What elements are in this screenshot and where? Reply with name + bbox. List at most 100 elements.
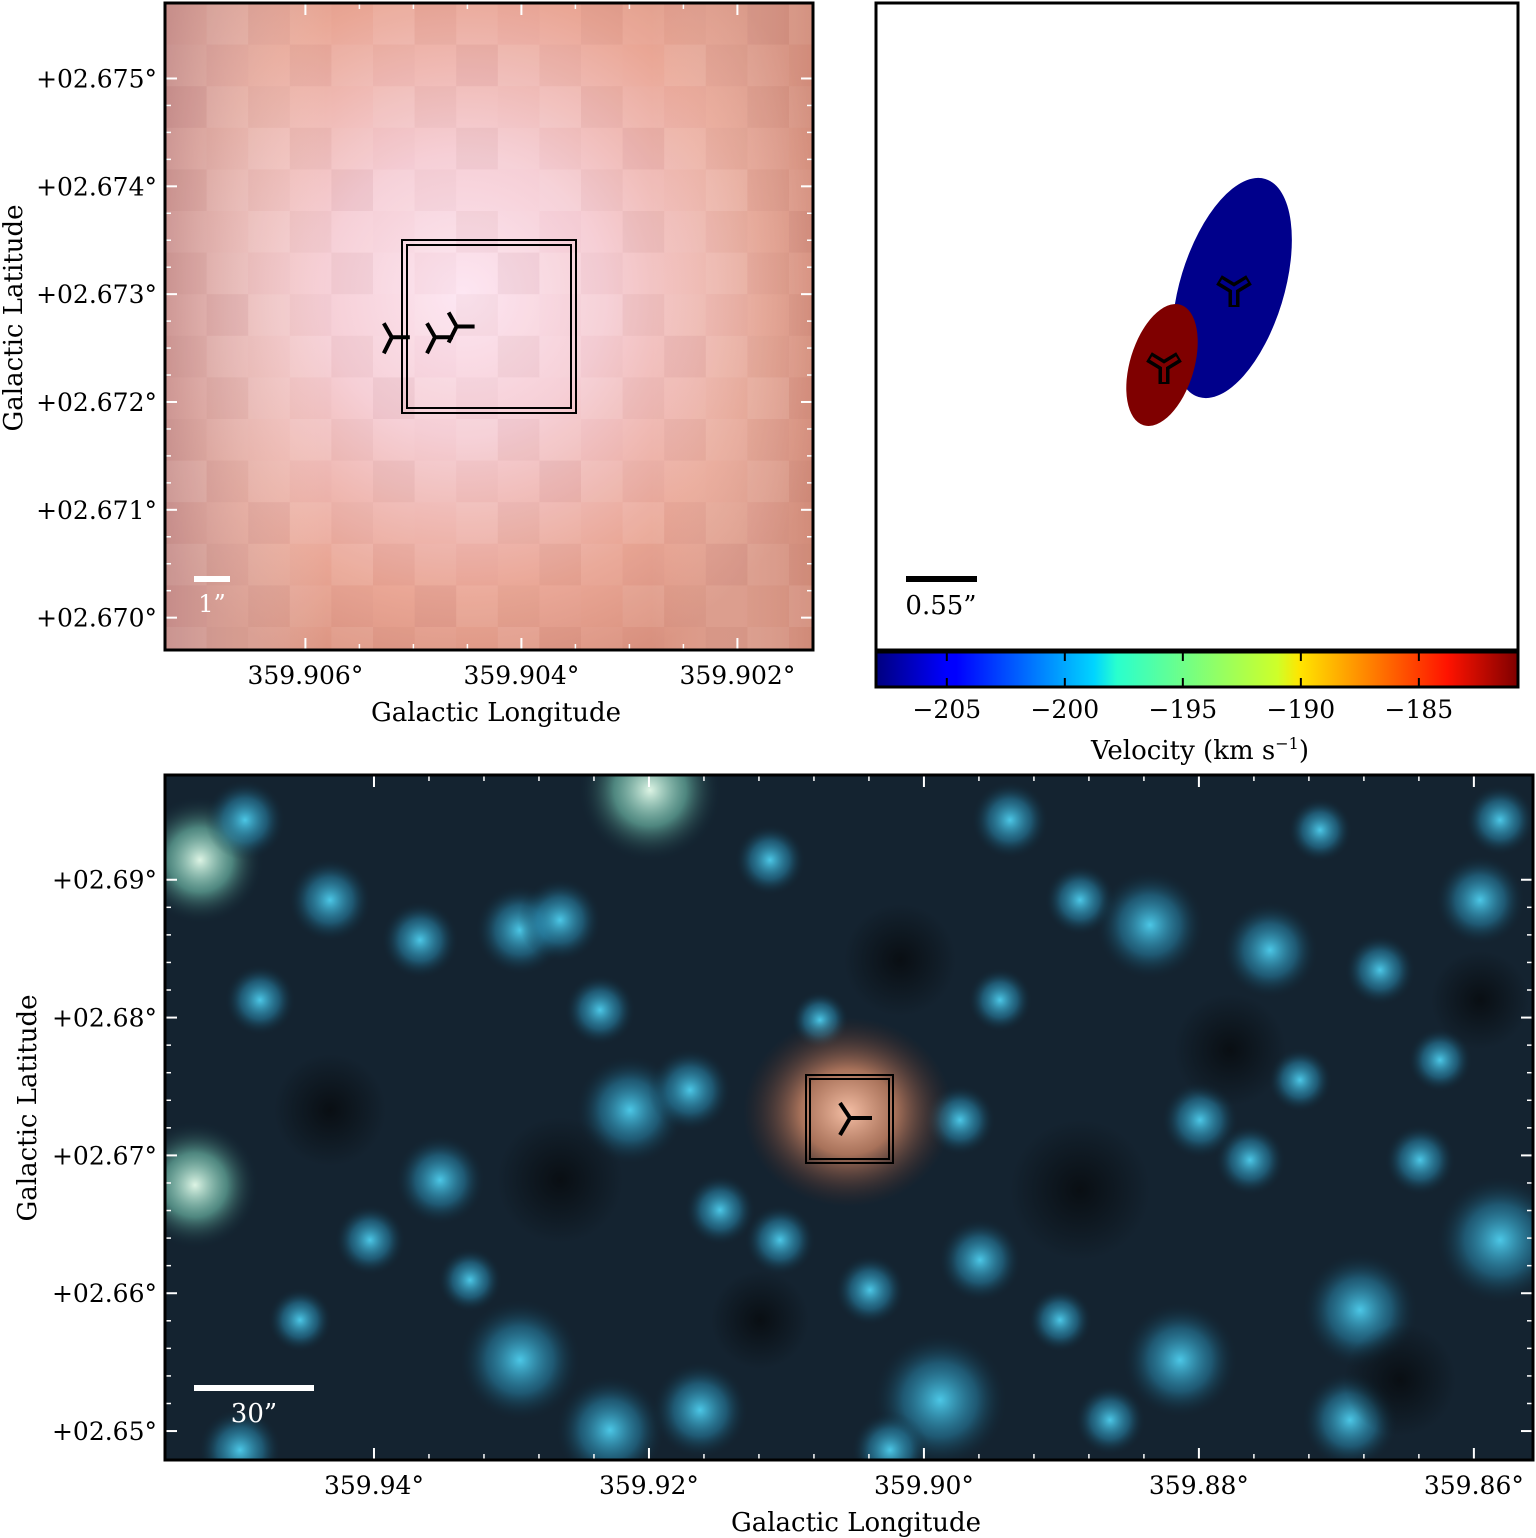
pixel-cell (373, 45, 415, 87)
bottom-scalebar-label: 30” (231, 1399, 277, 1429)
pixel-cell (248, 86, 290, 128)
pixel-cell (456, 585, 498, 627)
colorbar-label-text: Velocity (km s (1090, 736, 1275, 766)
pixel-cell (165, 86, 207, 128)
pixel-cell (705, 335, 748, 378)
y-tick-label: +02.66° (52, 1279, 157, 1308)
pixel-cell (623, 86, 665, 128)
pixel-cell (290, 461, 332, 503)
pixel-cell (747, 543, 789, 586)
pixel-cell (622, 3, 665, 45)
star-blob (648, 1048, 732, 1132)
pixel-cell (456, 253, 498, 295)
star-blob (1288, 798, 1352, 862)
pixel-cell (581, 128, 623, 170)
star-blob (1436, 1176, 1533, 1304)
pixel-cell (414, 585, 457, 627)
pixel-cell (290, 3, 332, 45)
pixel-cell (664, 253, 706, 295)
pixel-cell (539, 543, 581, 586)
pixel-cell (581, 336, 623, 378)
pixel-cell (664, 419, 706, 461)
pixel-cell (415, 502, 457, 544)
pixel-cell (497, 335, 540, 378)
pixel-cell (539, 252, 581, 295)
pixel-cell (623, 544, 665, 586)
pixel-cell (539, 169, 581, 211)
pixel-cell (539, 502, 581, 544)
pixel-cell (456, 461, 498, 503)
pixel-cell (373, 502, 415, 544)
pixel-cell (497, 127, 540, 170)
pixel-cell (747, 45, 789, 87)
pixel-cell (623, 419, 665, 461)
pixel-cell (248, 544, 290, 586)
star-blob (851, 1411, 929, 1460)
pixel-cell (747, 460, 789, 503)
bottom-marker (838, 1101, 872, 1137)
pixel-cell (706, 294, 748, 336)
star-blob (555, 1375, 665, 1460)
pixel-cell (581, 502, 623, 544)
pixel-cell (747, 336, 789, 378)
pixel-cell (539, 585, 581, 627)
pixel-cell (373, 460, 415, 503)
top-left-markers (382, 311, 475, 355)
pixel-cell (747, 419, 789, 461)
colorbar-tick-label: −200 (1030, 695, 1099, 724)
pixel-cell (373, 3, 415, 45)
pixel-cell (539, 86, 581, 128)
pixel-cell (747, 128, 789, 170)
pixel-cell (622, 211, 665, 253)
pixel-cell (165, 211, 207, 253)
pixel-cell (789, 294, 813, 336)
pixel-cell (497, 252, 540, 295)
pixel-cell (414, 211, 457, 253)
pixel-cell (539, 335, 581, 378)
pixel-cell (623, 253, 665, 295)
pixel-cell (456, 336, 498, 378)
pixel-cell (497, 502, 540, 544)
star-blob (268, 1288, 332, 1352)
pixel-cell (706, 502, 748, 544)
pixel-cell (581, 211, 623, 253)
star-blob (684, 1174, 756, 1246)
x-tick-label: 359.92° (599, 1471, 699, 1500)
pixel-cell (456, 86, 498, 128)
pixel-cell (248, 169, 290, 211)
pixel-cell (705, 44, 748, 87)
pixel-cell (498, 461, 540, 503)
pixel-cell (290, 544, 332, 586)
pixel-cell (165, 460, 207, 503)
star-blob (1028, 1288, 1092, 1352)
dark-region (1174, 994, 1286, 1106)
star-blob (1222, 902, 1318, 998)
pixel-cell (706, 128, 748, 170)
top-left-ticks: 359.906° 359.904° 359.902° +02.675° +02.674°… (36, 3, 813, 690)
pixel-cell (623, 169, 665, 211)
pixel-cell (789, 377, 813, 419)
top-left-frame (163, 1, 815, 652)
star-blob (1408, 1028, 1472, 1092)
pixel-cell (664, 502, 706, 544)
top-left-zoom-box-outer (401, 239, 577, 414)
pixel-cell (706, 211, 748, 253)
pixel-cell (373, 294, 415, 336)
star-blob (1214, 1124, 1286, 1196)
pixel-cell (539, 211, 581, 253)
pixel-cell (789, 169, 831, 211)
pixel-cell (581, 45, 623, 87)
colorbar-ticks: −205 −200 −195 −190 −185 (912, 652, 1453, 724)
pixel-cell (539, 3, 581, 45)
star-blob (459, 1299, 581, 1421)
pixel-cell (331, 211, 373, 253)
pixel-cell (747, 169, 789, 211)
dark-region (1344, 1324, 1456, 1436)
source-marker-glyph (382, 322, 410, 355)
pixel-cell (747, 3, 789, 45)
pixel-cell (331, 3, 373, 45)
pixel-cell (165, 3, 207, 45)
pixel-cell (539, 128, 581, 170)
pixel-cell (456, 544, 498, 586)
y-tick-label: +02.673° (36, 280, 157, 309)
